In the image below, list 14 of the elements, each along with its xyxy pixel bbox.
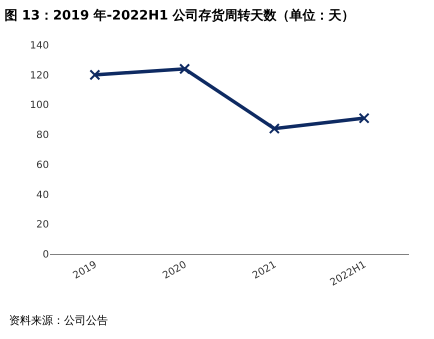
point — [89, 69, 100, 80]
y-tick-label: 100 — [30, 100, 49, 112]
y-tick-label: 120 — [30, 70, 49, 82]
y-tick-label: 20 — [36, 220, 49, 231]
y-tick-label: 60 — [36, 160, 49, 171]
y-tick-label: 0 — [42, 250, 49, 260]
y-tick-label: 40 — [36, 190, 49, 201]
point — [179, 63, 190, 74]
point — [268, 123, 280, 134]
y-tick-label: 80 — [36, 130, 49, 142]
point — [358, 112, 370, 124]
text: 资料来源：公司公告 — [9, 314, 108, 327]
chart-title: 图 13：2019 年-2022H1 公司存货周转天数（单位：天） — [4, 7, 355, 24]
y-tick-label: 140 — [30, 40, 49, 52]
